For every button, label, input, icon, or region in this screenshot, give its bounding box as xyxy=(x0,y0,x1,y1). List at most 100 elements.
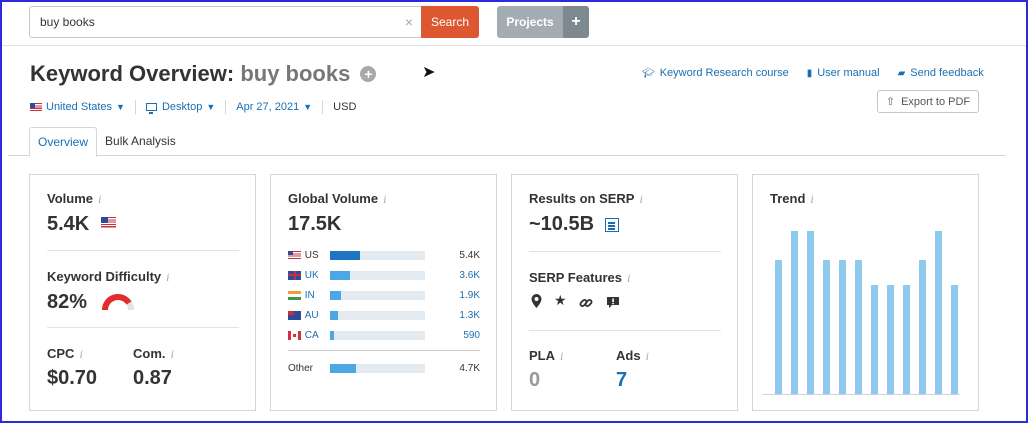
volume-bar xyxy=(330,270,426,280)
trend-bar[interactable] xyxy=(775,260,782,394)
search-button[interactable]: Search xyxy=(421,6,479,38)
country-volume[interactable]: 590 xyxy=(463,329,480,341)
tab-bar: Overview Bulk Analysis xyxy=(29,127,184,157)
trend-baseline xyxy=(763,394,960,395)
trend-bar[interactable] xyxy=(919,260,926,394)
australia-flag-icon xyxy=(288,310,301,320)
user-manual-link[interactable]: ▮ User manual xyxy=(806,67,880,79)
competition-value: 0.87 xyxy=(133,367,172,389)
volume-value: 5.4K xyxy=(47,213,90,235)
trend-bar[interactable] xyxy=(855,260,862,394)
country-select[interactable]: United States ▼ xyxy=(30,101,125,113)
info-icon[interactable]: i xyxy=(645,349,649,363)
mouse-cursor-icon: ➤ xyxy=(422,64,436,81)
country-volume[interactable]: 3.6K xyxy=(459,269,480,281)
info-icon[interactable]: i xyxy=(383,192,387,206)
card-divider xyxy=(529,330,721,331)
serp-document-icon[interactable] xyxy=(605,218,619,232)
clear-icon[interactable]: × xyxy=(404,14,413,30)
us-flag-icon xyxy=(288,250,301,260)
info-icon[interactable]: i xyxy=(79,347,83,361)
info-icon[interactable]: i xyxy=(170,347,174,361)
country-volume[interactable]: 1.3K xyxy=(459,309,480,321)
ads-value[interactable]: 7 xyxy=(616,369,628,391)
export-pdf-button[interactable]: ⇧ Export to PDF xyxy=(877,90,979,113)
difficulty-gauge-icon xyxy=(102,294,134,310)
country-row-au[interactable]: AU 1.3K xyxy=(288,309,480,321)
export-icon: ⇧ xyxy=(885,96,896,108)
trend-card: Trend i xyxy=(752,174,979,411)
pla-value: 0 xyxy=(529,369,541,391)
global-volume-label: Global Volume i xyxy=(288,191,387,206)
device-select[interactable]: Desktop ▼ xyxy=(145,101,215,114)
volume-bar-fill xyxy=(330,310,338,320)
help-links: 🎓︎ Keyword Research course ▮ User manual… xyxy=(642,67,984,79)
currency-label: USD xyxy=(333,101,357,113)
country-row-us[interactable]: US 5.4K xyxy=(288,249,480,261)
tab-bulk-analysis[interactable]: Bulk Analysis xyxy=(105,134,176,148)
date-select[interactable]: Apr 27, 2021 ▼ xyxy=(236,101,312,113)
info-icon[interactable]: i xyxy=(626,271,631,285)
info-icon[interactable]: i xyxy=(639,192,643,206)
info-icon[interactable]: i xyxy=(166,270,170,284)
volume-bar xyxy=(330,310,426,320)
trend-bar[interactable] xyxy=(903,285,910,394)
search-field[interactable]: × xyxy=(29,6,421,38)
tab-overview[interactable]: Overview xyxy=(29,127,98,157)
info-icon[interactable]: i xyxy=(98,192,102,206)
keyword-difficulty-label: Keyword Difficulty i xyxy=(47,269,170,284)
us-flag-icon xyxy=(101,217,116,228)
chat-bubble-icon: ▰ xyxy=(897,67,906,79)
country-code[interactable]: UK xyxy=(304,269,319,281)
book-icon: ▮ xyxy=(806,67,813,79)
projects-button[interactable]: Projects xyxy=(497,6,563,38)
filter-bar: United States ▼ Desktop ▼ Apr 27, 2021 ▼… xyxy=(30,100,356,114)
add-project-button[interactable]: + xyxy=(563,6,589,38)
volume-bar-fill xyxy=(330,330,334,340)
country-row-uk[interactable]: UK 3.6K xyxy=(288,269,480,281)
india-flag-icon xyxy=(288,290,301,300)
canada-flag-icon xyxy=(288,330,301,340)
country-volume: 5.4K xyxy=(459,249,480,261)
trend-bar[interactable] xyxy=(807,231,814,394)
volume-bar-fill xyxy=(330,250,360,260)
title-prefix: Keyword Overview: xyxy=(30,61,235,86)
trend-bar[interactable] xyxy=(935,231,942,394)
trend-label: Trend i xyxy=(770,191,814,206)
country-code: US xyxy=(304,249,319,261)
trend-bar[interactable] xyxy=(839,260,846,394)
country-row-ca[interactable]: CA 590 xyxy=(288,329,480,341)
serp-card: Results on SERP i ~10.5B SERP Features i ★… xyxy=(511,174,738,411)
trend-bar[interactable] xyxy=(887,285,894,394)
volume-card: Volume i 5.4K Keyword Difficulty i 82% CPC… xyxy=(29,174,256,411)
trend-bar[interactable] xyxy=(871,285,878,394)
country-row-other: Other 4.7K xyxy=(288,362,480,374)
page-title: Keyword Overview: buy books + xyxy=(30,61,377,87)
link-icon xyxy=(579,296,593,313)
send-feedback-link[interactable]: ▰ Send feedback xyxy=(897,67,984,79)
country-row-in[interactable]: IN 1.9K xyxy=(288,289,480,301)
volume-bar xyxy=(330,330,426,340)
keyword-research-course-link[interactable]: 🎓︎ Keyword Research course xyxy=(642,67,789,79)
cpc-value: $0.70 xyxy=(47,367,98,389)
country-code[interactable]: IN xyxy=(304,289,315,301)
volume-bar-fill xyxy=(330,363,356,373)
tab-divider xyxy=(8,155,1006,156)
card-divider xyxy=(47,250,239,251)
info-icon[interactable]: i xyxy=(810,192,814,206)
search-input[interactable] xyxy=(30,7,390,37)
country-volume[interactable]: 1.9K xyxy=(459,289,480,301)
country-code[interactable]: AU xyxy=(304,309,319,321)
volume-label: Volume i xyxy=(47,191,102,206)
chevron-down-icon: ▼ xyxy=(116,102,125,112)
cpc-label: CPC i xyxy=(47,346,83,361)
trend-bar[interactable] xyxy=(791,231,798,394)
plus-circle-icon[interactable]: + xyxy=(360,66,377,82)
results-on-serp-label: Results on SERP i xyxy=(529,191,643,206)
serp-features-label: SERP Features i xyxy=(529,270,631,285)
info-icon[interactable]: i xyxy=(560,349,564,363)
trend-bar[interactable] xyxy=(951,285,958,394)
country-code[interactable]: CA xyxy=(304,329,319,341)
global-volume-value: 17.5K xyxy=(288,213,342,235)
trend-bar[interactable] xyxy=(823,260,830,394)
